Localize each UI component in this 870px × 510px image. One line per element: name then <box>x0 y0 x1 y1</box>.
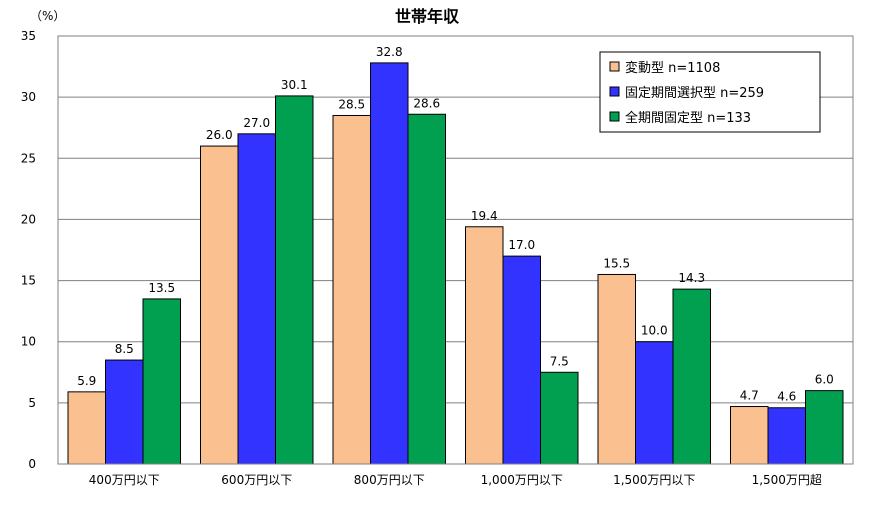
bar <box>672 288 711 465</box>
bar <box>730 406 769 465</box>
y-tick-label: 30 <box>21 90 36 104</box>
x-category-label: 1,000万円以下 <box>481 473 563 487</box>
legend: 変動型 n=1108 固定期間選択型 n=259 全期間固定型 n=133 <box>599 51 821 133</box>
y-tick-label: 10 <box>21 335 36 349</box>
data-label: 7.5 <box>550 354 569 368</box>
bar <box>597 273 636 465</box>
bar <box>142 298 181 465</box>
plot-area-frame <box>57 35 854 465</box>
y-tick-label: 5 <box>28 396 36 410</box>
bar <box>332 114 371 465</box>
data-label: 15.5 <box>603 256 630 270</box>
data-label: 19.4 <box>471 209 498 223</box>
y-tick-label: 0 <box>28 457 36 471</box>
chart-title: 世帯年収 <box>395 7 460 26</box>
y-tick-label: 35 <box>21 29 36 43</box>
x-category-label: 1,500万円超 <box>752 472 822 487</box>
x-category-label: 600万円以下 <box>221 473 292 487</box>
bar <box>105 359 144 465</box>
data-label: 26.0 <box>206 128 233 142</box>
y-unit-label: （%） <box>30 9 65 23</box>
data-label: 32.8 <box>376 45 403 59</box>
legend-label: 変動型 n=1108 <box>625 60 720 76</box>
data-label: 27.0 <box>243 116 270 130</box>
data-label: 4.6 <box>777 390 796 404</box>
bar <box>67 391 106 465</box>
bar <box>502 255 541 465</box>
bar <box>805 390 844 465</box>
data-label: 10.0 <box>641 324 668 338</box>
y-tick-label: 20 <box>21 212 36 226</box>
y-axis-ticks: 0 5 10 15 20 25 30 35 <box>21 29 36 471</box>
legend-label: 全期間固定型 n=133 <box>625 110 751 126</box>
data-label: 8.5 <box>115 342 134 356</box>
y-tick-label: 25 <box>21 151 36 165</box>
legend-box <box>599 51 821 133</box>
legend-label: 固定期間選択型 n=259 <box>625 86 764 101</box>
data-label: 28.5 <box>338 97 365 111</box>
x-category-label: 1,500万円以下 <box>613 473 695 487</box>
bar <box>407 113 446 465</box>
x-category-label: 400万円以下 <box>89 473 160 487</box>
data-labels: 5.9 8.5 13.5 26.0 27.0 30.1 28.5 32.8 28.6 19.4 17… <box>77 45 834 404</box>
legend-swatch <box>609 61 620 72</box>
bar <box>200 145 239 465</box>
data-label: 14.3 <box>678 271 705 285</box>
data-label: 28.6 <box>413 96 440 110</box>
legend-swatch <box>609 86 620 97</box>
data-label: 30.1 <box>281 78 308 92</box>
bar <box>767 407 806 465</box>
bar <box>275 95 314 465</box>
x-axis-categories: 400万円以下 600万円以下 800万円以下 1,000万円以下 1,500万円以下 1… <box>89 472 822 487</box>
bars <box>67 62 844 465</box>
bar <box>237 133 276 465</box>
y-tick-label: 15 <box>21 274 36 288</box>
data-label: 17.0 <box>508 238 535 252</box>
x-category-label: 800万円以下 <box>354 473 425 487</box>
data-label: 6.0 <box>815 373 834 387</box>
bar <box>370 62 409 465</box>
gridlines <box>58 96 853 404</box>
data-label: 5.9 <box>77 374 96 388</box>
bar <box>635 341 674 465</box>
legend-swatch <box>609 111 620 122</box>
data-label: 13.5 <box>148 281 175 295</box>
bar <box>540 371 579 465</box>
bar <box>465 226 504 465</box>
data-label: 4.7 <box>740 389 759 403</box>
